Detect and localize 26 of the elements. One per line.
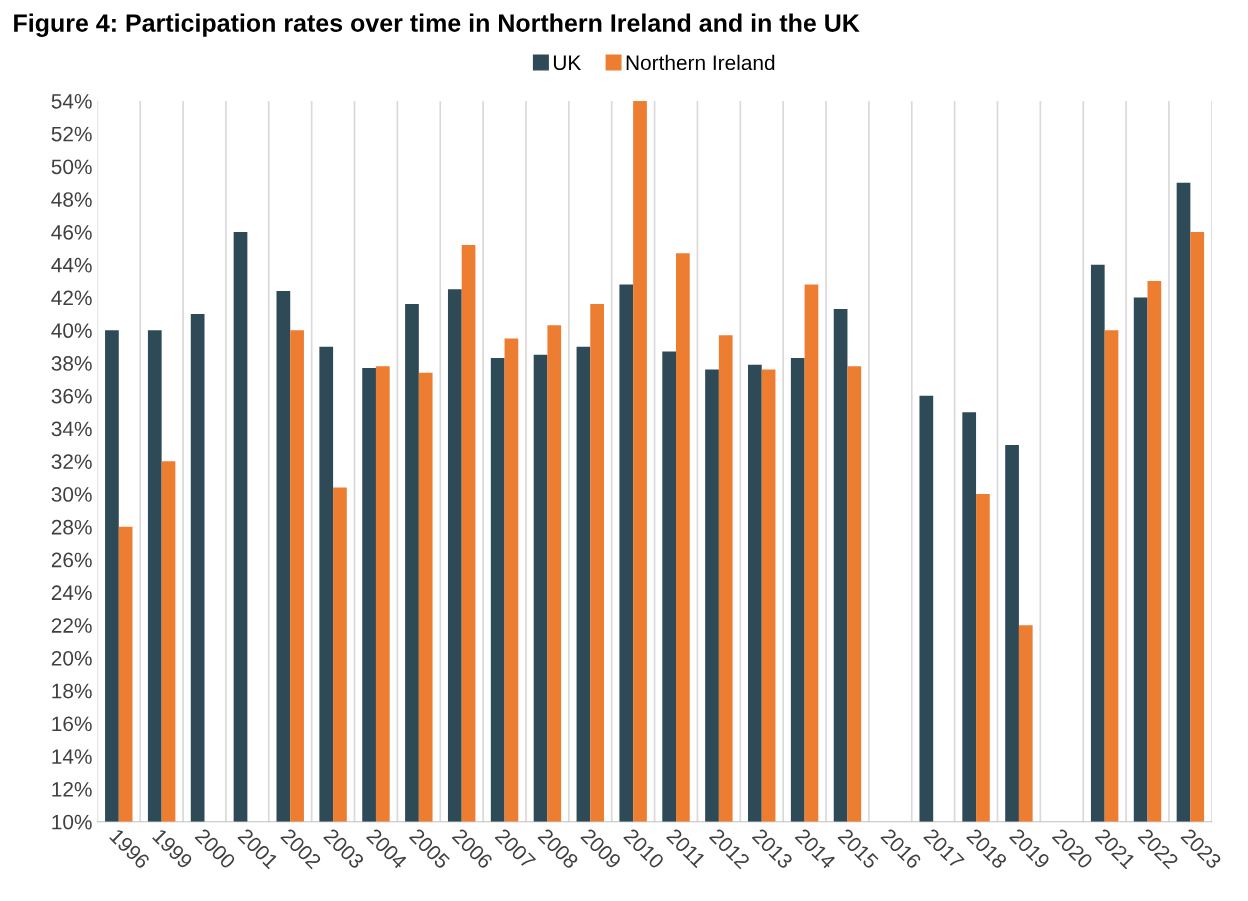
y-tick-label: 54% <box>51 94 92 109</box>
legend-label: UK <box>553 55 582 71</box>
y-tick-label: 38% <box>51 356 92 371</box>
y-tick-label: 16% <box>52 716 92 732</box>
y-tick-label: 20% <box>51 650 92 666</box>
chart-title: Figure 4: Participation rates over time in Northern Ireland and in the UK <box>14 13 860 37</box>
y-tick-label: 46% <box>51 224 92 240</box>
y-tick-label: 12% <box>52 781 92 797</box>
y-tick-label: 32% <box>51 454 92 470</box>
y-tick-label: 48% <box>51 192 92 207</box>
y-tick-label: 42% <box>51 290 92 306</box>
y-tick-label: 22% <box>51 618 92 633</box>
y-tick-label: 14% <box>52 749 92 764</box>
y-tick-label: 24% <box>51 585 92 601</box>
y-tick-label: 10% <box>52 814 92 830</box>
y-tick-label: 18% <box>52 683 92 699</box>
y-tick-label: 34% <box>51 421 92 437</box>
y-tick-label: 30% <box>51 487 92 502</box>
y-tick-label: 50% <box>51 159 92 175</box>
legend-label: Northern Ireland <box>626 54 775 71</box>
y-tick-label: 26% <box>51 552 92 568</box>
y-tick-label: 40% <box>51 323 92 339</box>
y-tick-label: 28% <box>51 519 92 535</box>
y-tick-label: 44% <box>51 257 92 273</box>
y-tick-label: 52% <box>51 126 92 142</box>
y-tick-label: 36% <box>51 388 92 404</box>
